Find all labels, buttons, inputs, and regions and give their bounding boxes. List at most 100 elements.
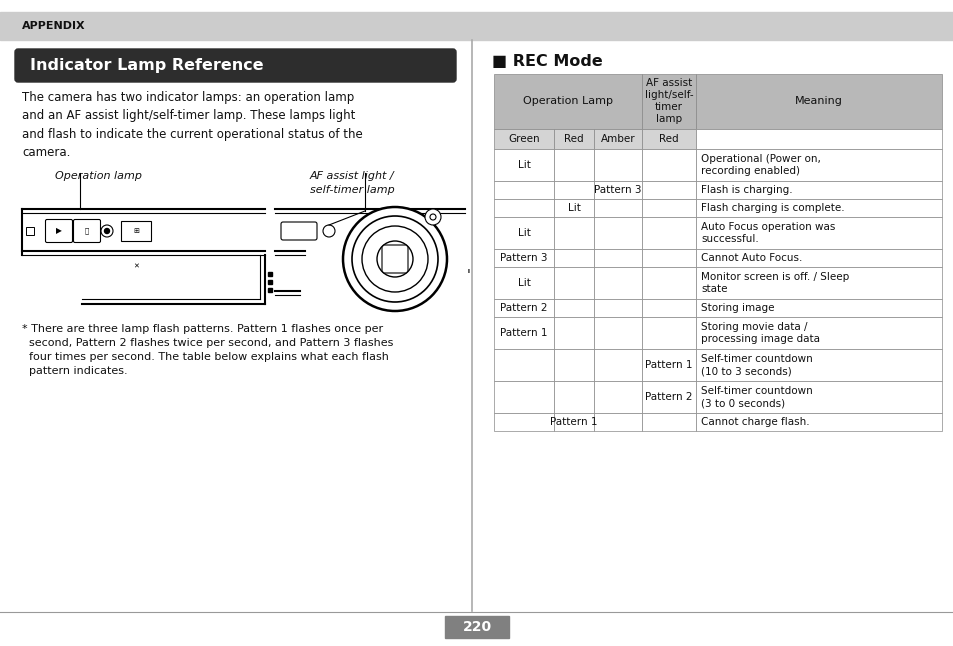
Bar (594, 413, 641, 431)
Bar (494, 181, 554, 199)
Text: Red: Red (659, 134, 679, 144)
Bar (494, 381, 554, 413)
Bar (594, 267, 641, 299)
Text: Indicator Lamp Reference: Indicator Lamp Reference (30, 58, 263, 73)
Bar (444, 616, 509, 638)
FancyBboxPatch shape (381, 245, 408, 273)
Bar (696, 129, 941, 149)
Text: ■ REC Mode: ■ REC Mode (492, 54, 602, 69)
Bar (641, 149, 696, 181)
FancyBboxPatch shape (46, 220, 72, 242)
Bar (641, 129, 696, 149)
Bar (554, 349, 594, 381)
Text: ⊞: ⊞ (132, 228, 139, 234)
Text: Cannot charge flash.: Cannot charge flash. (700, 417, 809, 427)
Bar (594, 299, 641, 317)
Bar (26, 227, 34, 235)
Text: Pattern 1: Pattern 1 (499, 328, 547, 338)
Text: Red: Red (563, 134, 583, 144)
Bar (594, 129, 641, 149)
Bar (494, 149, 554, 181)
Bar (594, 149, 641, 181)
Bar (696, 299, 941, 317)
Bar (494, 317, 554, 349)
Text: 220: 220 (462, 620, 491, 634)
Bar (0, 0, 953, 12)
Circle shape (105, 229, 110, 233)
Bar (494, 413, 554, 431)
Circle shape (430, 214, 436, 220)
Text: Lit: Lit (517, 160, 530, 170)
Bar (641, 181, 696, 199)
Text: ▶: ▶ (56, 227, 62, 236)
Bar (696, 413, 941, 431)
Bar (268, 280, 272, 284)
Text: Self-timer countdown
(3 to 0 seconds): Self-timer countdown (3 to 0 seconds) (700, 386, 812, 408)
Text: AF assist
light/self-
timer
lamp: AF assist light/self- timer lamp (644, 79, 693, 125)
Text: Cannot Auto Focus.: Cannot Auto Focus. (700, 253, 801, 263)
Text: Pattern 3: Pattern 3 (499, 253, 547, 263)
Text: Amber: Amber (600, 134, 635, 144)
Bar (554, 381, 594, 413)
Bar (594, 317, 641, 349)
Circle shape (424, 209, 440, 225)
Bar (696, 349, 941, 381)
Bar (696, 74, 941, 129)
Bar (696, 149, 941, 181)
Text: Operation Lamp: Operation Lamp (522, 96, 613, 107)
Text: Pattern 1: Pattern 1 (550, 417, 598, 427)
Bar (641, 199, 696, 217)
Bar (554, 299, 594, 317)
Text: The camera has two indicator lamps: an operation lamp
and an AF assist light/sel: The camera has two indicator lamps: an o… (22, 91, 362, 160)
Text: Auto Focus operation was
successful.: Auto Focus operation was successful. (700, 222, 835, 244)
Text: Lit: Lit (567, 203, 579, 213)
Text: Self-timer countdown
(10 to 3 seconds): Self-timer countdown (10 to 3 seconds) (700, 354, 812, 376)
Bar (696, 181, 941, 199)
Text: Lit: Lit (517, 228, 530, 238)
Bar (494, 217, 554, 249)
Bar (268, 288, 272, 292)
Bar (594, 199, 641, 217)
Text: Storing image: Storing image (700, 303, 774, 313)
Bar (494, 199, 554, 217)
Bar (641, 267, 696, 299)
Bar (594, 249, 641, 267)
FancyBboxPatch shape (15, 49, 456, 82)
Bar (594, 381, 641, 413)
Bar (554, 181, 594, 199)
Text: Flash is charging.: Flash is charging. (700, 185, 792, 195)
Text: Storing movie data /
processing image data: Storing movie data / processing image da… (700, 322, 820, 344)
Text: Operation lamp: Operation lamp (55, 171, 142, 181)
Circle shape (343, 207, 447, 311)
Bar (594, 181, 641, 199)
Bar (0, 12, 953, 40)
Bar (494, 299, 554, 317)
Circle shape (376, 241, 413, 277)
Text: Pattern 2: Pattern 2 (644, 392, 692, 402)
Bar (594, 217, 641, 249)
Text: self-timer lamp: self-timer lamp (310, 185, 395, 195)
Text: ⬛: ⬛ (85, 227, 89, 234)
Bar (268, 272, 272, 276)
Text: Operational (Power on,
recording enabled): Operational (Power on, recording enabled… (700, 154, 820, 176)
Bar (641, 299, 696, 317)
Bar (594, 349, 641, 381)
Text: * There are three lamp flash patterns. Pattern 1 flashes once per
  second, Patt: * There are three lamp flash patterns. P… (22, 324, 393, 376)
Text: Pattern 1: Pattern 1 (644, 360, 692, 370)
Bar (696, 267, 941, 299)
FancyBboxPatch shape (281, 222, 316, 240)
Circle shape (352, 216, 437, 302)
Text: ✕: ✕ (132, 264, 139, 270)
Bar (696, 217, 941, 249)
Bar (554, 217, 594, 249)
Bar (641, 349, 696, 381)
Text: Flash charging is complete.: Flash charging is complete. (700, 203, 843, 213)
Bar (494, 74, 641, 129)
Text: Monitor screen is off. / Sleep
state: Monitor screen is off. / Sleep state (700, 272, 848, 294)
Bar (696, 249, 941, 267)
Bar (696, 199, 941, 217)
FancyBboxPatch shape (73, 220, 100, 242)
Bar (641, 249, 696, 267)
Text: AF assist light /: AF assist light / (310, 171, 395, 181)
Bar (641, 317, 696, 349)
